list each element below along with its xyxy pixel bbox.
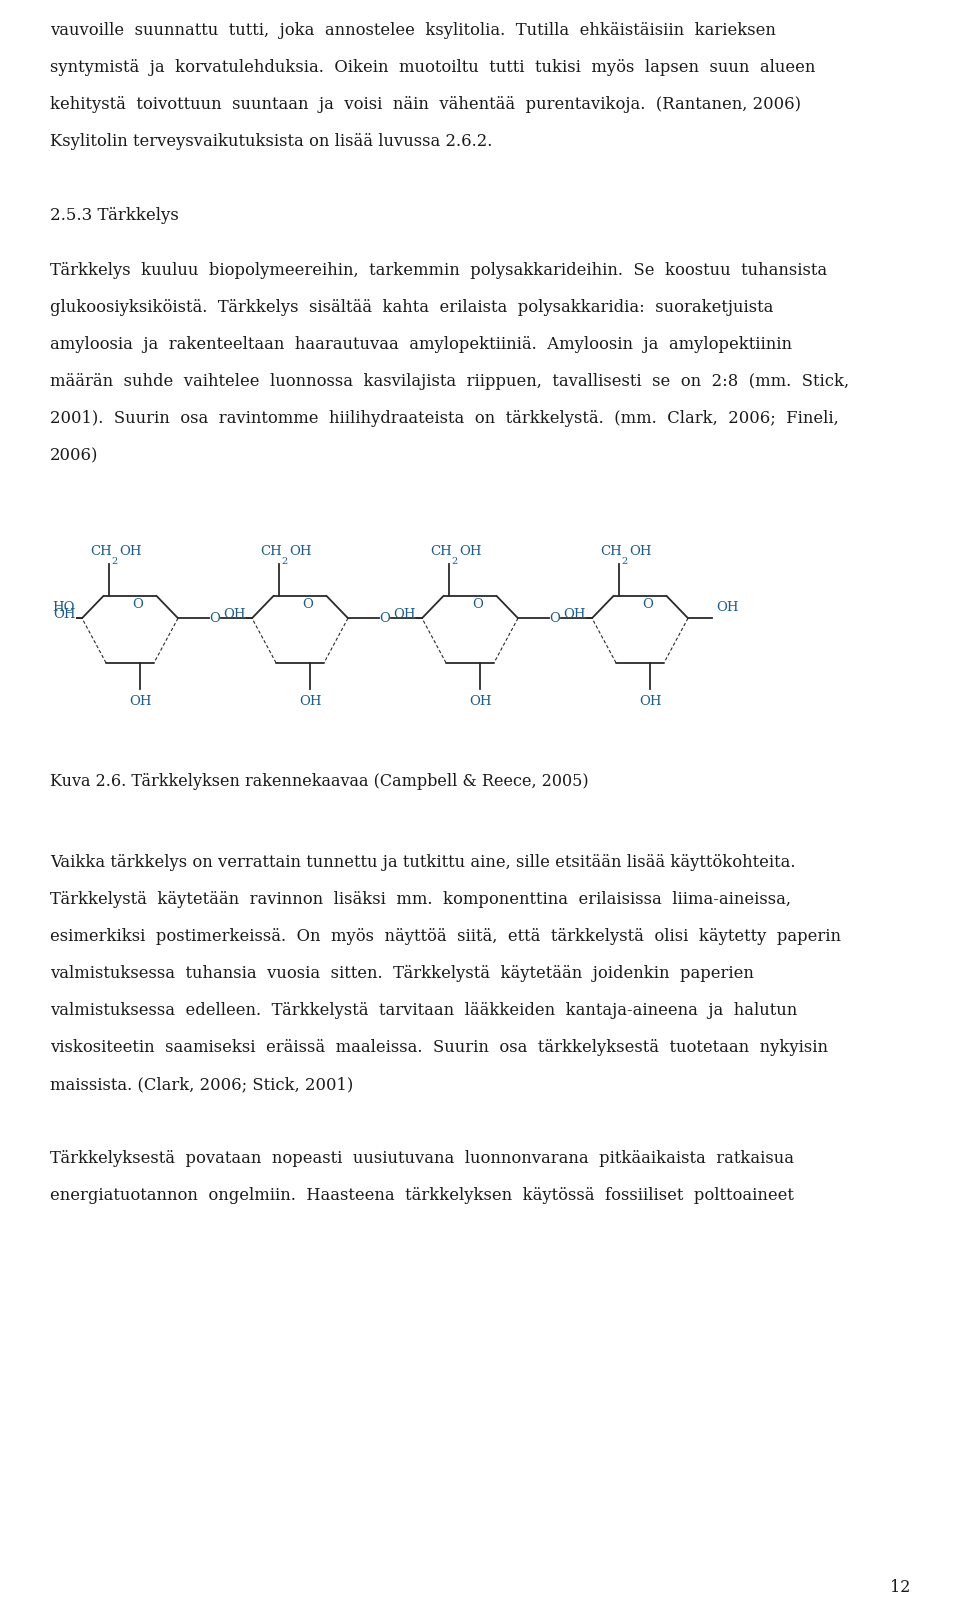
- Text: 2.5.3 Tärkkelys: 2.5.3 Tärkkelys: [50, 207, 179, 223]
- Text: 2: 2: [451, 557, 458, 566]
- Text: O: O: [302, 597, 313, 612]
- Text: kehitystä  toivottuun  suuntaan  ja  voisi  näin  vähentää  purentavikoja.  (Ran: kehitystä toivottuun suuntaan ja voisi n…: [50, 95, 801, 113]
- Text: O: O: [642, 597, 654, 612]
- Text: OH: OH: [54, 608, 76, 621]
- Text: O: O: [549, 612, 561, 625]
- Text: Tärkkelys  kuuluu  biopolymeereihin,  tarkemmin  polysakkarideihin.  Se  koostuu: Tärkkelys kuuluu biopolymeereihin, tarke…: [50, 262, 828, 280]
- Text: OH: OH: [564, 608, 586, 621]
- Text: CH: CH: [90, 545, 112, 558]
- Text: OH: OH: [120, 545, 142, 558]
- Text: energiatuotannon  ongelmiin.  Haasteena  tärkkelyksen  käytössä  fossiiliset  po: energiatuotannon ongelmiin. Haasteena tä…: [50, 1188, 794, 1204]
- Text: 2006): 2006): [50, 448, 98, 464]
- Text: OH: OH: [460, 545, 482, 558]
- Text: OH: OH: [224, 608, 246, 621]
- Text: OH: OH: [290, 545, 312, 558]
- Text: vauvoille  suunnattu  tutti,  joka  annostelee  ksylitolia.  Tutilla  ehkäistäis: vauvoille suunnattu tutti, joka annostel…: [50, 23, 776, 39]
- Text: Vaikka tärkkelys on verrattain tunnettu ja tutkittu aine, sille etsitään lisää k: Vaikka tärkkelys on verrattain tunnettu …: [50, 854, 796, 870]
- Text: Ksylitolin terveysvaikutuksista on lisää luvussa 2.6.2.: Ksylitolin terveysvaikutuksista on lisää…: [50, 133, 492, 150]
- Text: OH: OH: [299, 694, 322, 707]
- Text: CH: CH: [260, 545, 282, 558]
- Text: viskositeetin  saamiseksi  eräissä  maaleissa.  Suurin  osa  tärkkelyksestä  tuo: viskositeetin saamiseksi eräissä maaleis…: [50, 1039, 828, 1057]
- Text: OH: OH: [716, 602, 738, 615]
- Text: maissista. (Clark, 2006; Stick, 2001): maissista. (Clark, 2006; Stick, 2001): [50, 1076, 353, 1094]
- Text: O: O: [132, 597, 143, 612]
- Text: O: O: [472, 597, 484, 612]
- Text: OH: OH: [468, 694, 492, 707]
- Text: CH: CH: [601, 545, 622, 558]
- Text: 2: 2: [111, 557, 118, 566]
- Text: OH: OH: [129, 694, 152, 707]
- Text: Tärkkelystä  käytetään  ravinnon  lisäksi  mm.  komponenttina  erilaisissa  liim: Tärkkelystä käytetään ravinnon lisäksi m…: [50, 892, 791, 908]
- Text: 12: 12: [890, 1579, 910, 1595]
- Text: syntymistä  ja  korvatulehduksia.  Oikein  muotoiltu  tutti  tukisi  myös  lapse: syntymistä ja korvatulehduksia. Oikein m…: [50, 58, 815, 76]
- Text: O: O: [209, 612, 221, 625]
- Text: 2001).  Suurin  osa  ravintomme  hiilihydraateista  on  tärkkelystä.  (mm.  Clar: 2001). Suurin osa ravintomme hiilihydraa…: [50, 411, 839, 427]
- Text: glukoosiyksiköistä.  Tärkkelys  sisältää  kahta  erilaista  polysakkaridia:  suo: glukoosiyksiköistä. Tärkkelys sisältää k…: [50, 299, 774, 317]
- Text: O: O: [379, 612, 391, 625]
- Text: OH: OH: [638, 694, 661, 707]
- Text: määrän  suhde  vaihtelee  luonnossa  kasvilajista  riippuen,  tavallisesti  se  : määrän suhde vaihtelee luonnossa kasvila…: [50, 374, 850, 390]
- Text: OH: OH: [630, 545, 652, 558]
- Text: 2: 2: [281, 557, 288, 566]
- Text: valmistuksessa  tuhansia  vuosia  sitten.  Tärkkelystä  käytetään  joidenkin  pa: valmistuksessa tuhansia vuosia sitten. T…: [50, 966, 754, 982]
- Text: HO: HO: [53, 602, 75, 615]
- Text: esimerkiksi  postimerkeissä.  On  myös  näyttöä  siitä,  että  tärkkelystä  olis: esimerkiksi postimerkeissä. On myös näyt…: [50, 929, 841, 945]
- Text: 2: 2: [622, 557, 628, 566]
- Text: CH: CH: [431, 545, 452, 558]
- Text: amyloosia  ja  rakenteeltaan  haarautuvaa  amylopektiiniä.  Amyloosin  ja  amylo: amyloosia ja rakenteeltaan haarautuvaa a…: [50, 337, 792, 353]
- Text: valmistuksessa  edelleen.  Tärkkelystä  tarvitaan  lääkkeiden  kantaja-aineena  : valmistuksessa edelleen. Tärkkelystä tar…: [50, 1002, 797, 1019]
- Text: Tärkkelyksestä  povataan  nopeasti  uusiutuvana  luonnonvarana  pitkäaikaista  r: Tärkkelyksestä povataan nopeasti uusiutu…: [50, 1150, 794, 1167]
- Text: Kuva 2.6. Tärkkelyksen rakennekaavaa (Campbell & Reece, 2005): Kuva 2.6. Tärkkelyksen rakennekaavaa (Ca…: [50, 773, 588, 790]
- Text: OH: OH: [394, 608, 416, 621]
